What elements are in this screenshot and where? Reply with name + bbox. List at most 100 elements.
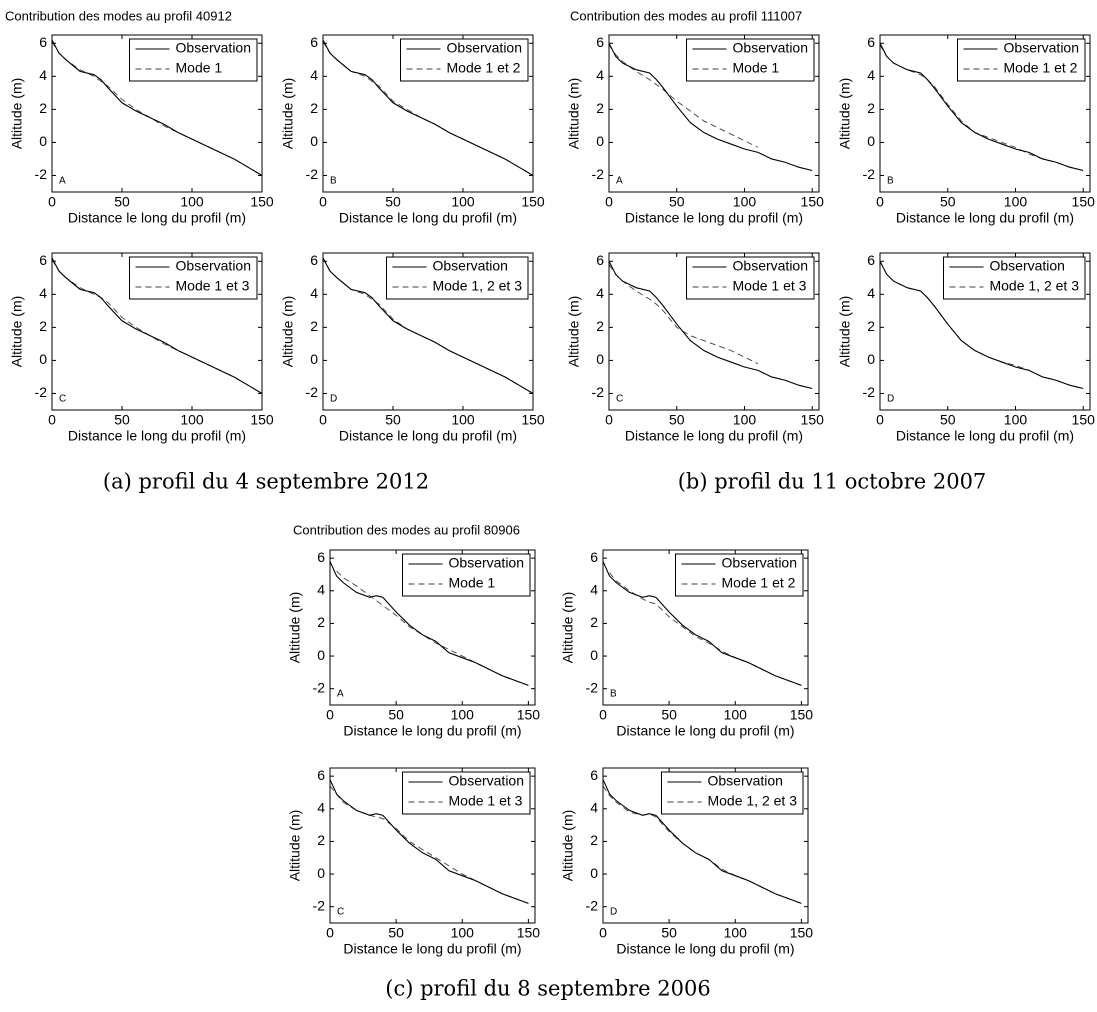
y-tick-label: 2 [590,614,598,630]
series-line [336,570,529,686]
x-tick-label: 50 [114,194,130,210]
y-tick-label: -2 [586,897,599,913]
series-line [608,261,813,390]
x-tick-label: 150 [1072,412,1096,428]
legend: Observation Mode 1 et 3 [129,256,258,300]
x-axis-label: Distance le long du profil (m) [616,941,794,957]
x-axis-label: Distance le long du profil (m) [896,428,1074,444]
panel-letter: A [337,689,344,700]
legend-label: Observation [432,258,507,274]
y-tick-label: 4 [39,285,47,301]
group-title: Contribution des modes au profil 111007 [570,8,802,23]
y-tick-label: -2 [313,679,326,695]
y-tick-label: 6 [867,34,875,50]
y-axis-label: Altitude (m) [287,810,303,882]
caption: (c) profil du 8 septembre 2006 [385,977,710,1001]
x-axis-label: Distance le long du profil (m) [339,428,517,444]
x-tick-label: 50 [385,194,401,210]
y-axis-label: Altitude (m) [280,78,296,150]
x-tick-label: 0 [48,412,56,428]
x-tick-label: 150 [801,412,825,428]
y-tick-label: -2 [592,384,605,400]
y-tick-label: 0 [596,133,604,149]
legend-label: Mode 1 et 2 [1004,60,1078,76]
y-tick-label: 0 [310,351,318,367]
x-tick-label: 0 [599,925,607,941]
legend-label: Observation [1004,40,1079,56]
y-tick-label: 4 [317,581,325,597]
x-axis-label: Distance le long du profil (m) [896,210,1074,226]
x-tick-label: 100 [1004,194,1028,210]
x-tick-label: 150 [517,925,541,941]
series-line [51,257,263,394]
x-tick-label: 50 [114,412,130,428]
y-tick-label: 6 [310,34,318,50]
y-tick-label: 2 [867,100,875,116]
x-tick-label: 0 [599,707,607,723]
legend-label: Mode 1, 2 et 3 [989,278,1079,294]
legend-box [402,553,531,597]
y-tick-label: -2 [306,166,319,182]
x-tick-label: 0 [326,707,334,723]
series-line [322,39,534,176]
legend: Observation Mode 1 et 2 [675,553,804,597]
y-axis-label: Altitude (m) [9,296,25,368]
series-line [879,44,1084,171]
y-tick-label: 2 [867,318,875,334]
y-tick-label: 4 [39,67,47,83]
y-tick-label: 4 [867,285,875,301]
y-tick-label: -2 [592,166,605,182]
x-tick-label: 50 [940,194,956,210]
y-tick-label: -2 [586,679,599,695]
x-tick-label: 150 [1072,194,1096,210]
y-tick-label: 2 [310,100,318,116]
legend-label: Observation [989,258,1064,274]
series-line [879,261,1084,389]
y-axis-label: Altitude (m) [280,296,296,368]
legend: Observation Mode 1, 2 et 3 [942,256,1086,300]
y-axis-label: Altitude (m) [566,296,582,368]
y-tick-label: 6 [596,252,604,268]
y-tick-label: 0 [39,133,47,149]
y-tick-label: -2 [863,166,876,182]
legend-label: Observation [447,40,522,56]
y-tick-label: 6 [590,767,598,783]
group-title: Contribution des modes au profil 40912 [5,8,232,23]
legend-label: Mode 1 et 2 [722,575,796,591]
y-tick-label: 2 [310,318,318,334]
x-tick-label: 100 [451,707,475,723]
legend: Observation Mode 1 [402,553,531,597]
legend-label: Mode 1, 2 et 3 [432,278,522,294]
legend-box [129,256,258,300]
legend-label: Mode 1 [176,60,223,76]
legend-box [686,38,815,82]
panel-letter: D [887,394,894,405]
legend-box [660,771,804,815]
y-tick-label: 2 [39,318,47,334]
series-line [608,264,759,365]
panel-letter: C [337,907,344,918]
caption: (a) profil du 4 septembre 2012 [103,470,429,494]
y-tick-label: 6 [867,252,875,268]
legend: Observation Mode 1 et 2 [957,38,1086,82]
x-tick-label: 0 [605,412,613,428]
legend-box [942,256,1086,300]
y-tick-label: -2 [313,897,326,913]
legend-label: Observation [449,773,524,789]
panel-letter: D [610,907,617,918]
x-tick-label: 50 [388,925,404,941]
legend-label: Mode 1, 2 et 3 [707,793,797,809]
y-tick-label: 2 [317,614,325,630]
legend: Observation Mode 1, 2 et 3 [385,256,529,300]
y-tick-label: 4 [590,799,598,815]
panel-letter: B [610,689,617,700]
x-axis-label: Distance le long du profil (m) [339,210,517,226]
